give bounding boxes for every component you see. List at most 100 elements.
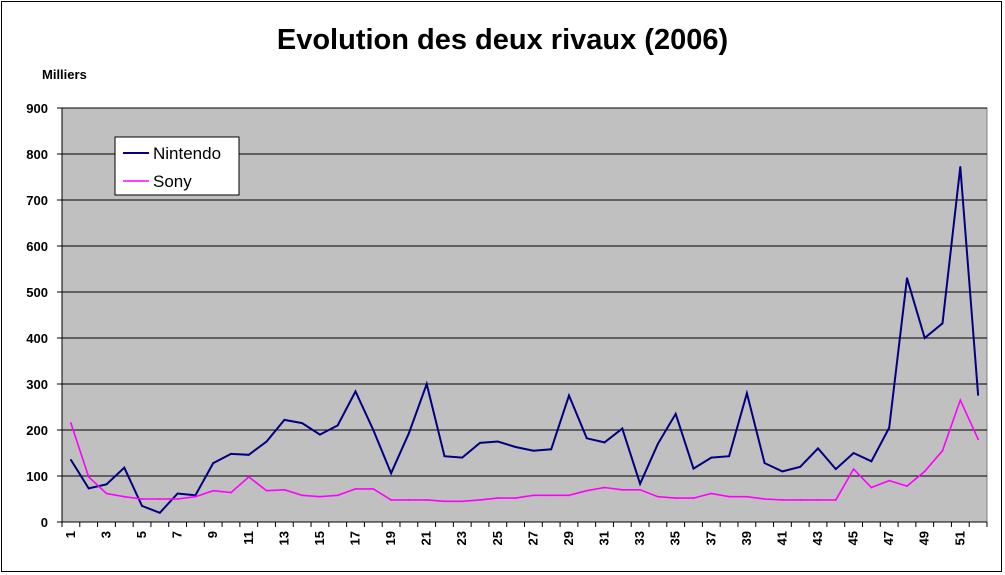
chart-title: Evolution des deux rivaux (2006) [276,24,729,56]
data-point [710,456,713,459]
data-point [425,383,428,385]
series-line [70,166,980,514]
y-tick-label: 100 [26,469,48,484]
legend [114,136,240,196]
data-point [354,487,357,490]
data-point [390,499,392,501]
data-point [799,465,802,468]
data-point [603,441,606,444]
data-point [283,488,286,491]
x-tick-label: 15 [312,531,327,545]
data-point [639,482,642,485]
data-point [585,437,588,440]
data-point [247,476,250,478]
data-point [407,499,410,501]
data-point [301,494,304,497]
data-point [176,498,179,500]
x-tick-label: 47 [881,531,896,545]
data-point [621,488,624,491]
data-point [763,462,766,465]
data-point [354,390,357,393]
data-point [390,472,392,475]
series-sony [69,397,980,503]
data-point [461,500,464,503]
data-point [923,337,926,339]
data-point [674,413,677,415]
data-point [870,486,873,489]
data-point [372,429,375,431]
data-point [123,466,126,469]
y-tick-label: 600 [26,239,48,254]
data-point [496,440,499,443]
data-point [407,432,410,435]
data-point [674,497,677,499]
data-point [781,499,784,501]
data-point [319,495,321,498]
data-point [657,495,659,498]
data-point [443,500,446,503]
data-point [69,459,72,461]
data-point [425,499,428,501]
data-point [141,498,143,500]
data-point [69,422,72,424]
x-tick-label: 43 [810,531,825,545]
data-point [959,399,962,401]
data-point [87,476,90,478]
y-tick-label: 800 [26,147,48,162]
x-tick-label: 9 [205,531,220,538]
data-point [176,492,179,495]
x-tick-label: 19 [383,531,398,545]
x-tick-label: 37 [703,531,718,545]
x-tick-label: 31 [597,531,612,545]
y-tick-label: 500 [26,285,48,300]
data-point [745,392,748,395]
x-tick-label: 17 [348,531,363,545]
x-tick-label: 39 [739,531,754,545]
data-point [212,462,215,465]
data-point [728,495,730,498]
data-point [888,479,891,482]
data-point [158,498,161,500]
data-point [568,394,570,397]
data-point [158,511,161,514]
data-point [105,483,108,486]
data-point [941,322,944,325]
x-tick-label: 7 [170,531,185,538]
x-tick-label: 5 [134,531,149,538]
data-point [247,453,250,456]
x-tick-label: 35 [668,531,683,545]
x-tick-label: 29 [561,531,576,545]
data-point [319,433,321,436]
data-point [745,495,748,498]
x-tick-label: 21 [419,531,434,545]
data-point [977,394,980,396]
data-point [710,492,713,495]
data-point [852,452,855,454]
data-point [194,495,197,498]
data-point [372,487,375,490]
data-point [959,165,962,168]
data-point [265,440,268,443]
data-point [657,442,659,445]
data-point [603,486,606,489]
data-point [852,468,855,470]
data-point [532,449,535,452]
data-point [230,491,232,494]
x-tick-label: 1 [63,531,78,538]
data-point [141,505,143,507]
x-tick-label: 51 [952,531,967,545]
data-point [514,446,517,448]
data-point [105,492,108,495]
data-point [336,424,339,427]
data-point [443,455,446,458]
y-unit-label: Milliers [42,67,87,82]
series-line [70,397,979,503]
y-tick-label: 700 [26,193,48,208]
y-tick-label: 300 [26,377,48,392]
x-tick-label: 25 [490,531,505,545]
series-nintendo [69,165,980,514]
data-point [336,494,339,497]
y-tick-label: 200 [26,423,48,438]
data-point [692,497,695,499]
x-tick-label: 41 [774,531,789,545]
